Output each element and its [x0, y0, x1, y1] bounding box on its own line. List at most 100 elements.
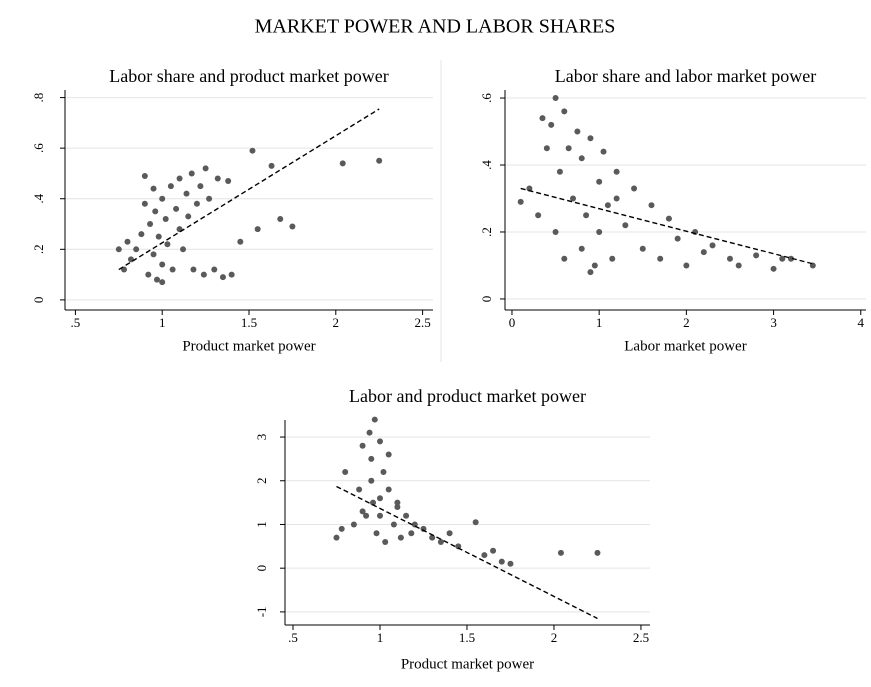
point [376, 495, 383, 502]
point [150, 251, 157, 258]
point [770, 265, 777, 272]
point [397, 534, 404, 541]
y-tick-label: .4 [479, 160, 494, 170]
point [385, 451, 392, 458]
point [657, 255, 664, 262]
point [565, 145, 572, 152]
point [517, 198, 524, 205]
point [507, 560, 514, 567]
point [376, 512, 383, 519]
point [535, 212, 542, 219]
point [138, 231, 145, 238]
point [350, 521, 357, 528]
point [202, 165, 209, 172]
point [631, 185, 638, 192]
point [726, 255, 733, 262]
x-tick-label: 2 [551, 630, 558, 645]
point [600, 148, 607, 155]
x-tick-label: .5 [288, 630, 298, 645]
point [446, 530, 453, 537]
point [609, 255, 616, 262]
point [665, 215, 672, 222]
x-axis-label: Product market power [182, 338, 315, 354]
point [193, 200, 200, 207]
point [185, 213, 192, 220]
x-tick-label: 4 [858, 315, 865, 330]
point [596, 178, 603, 185]
point [382, 538, 389, 545]
point [557, 549, 564, 556]
point [169, 266, 176, 273]
y-tick-label: .6 [31, 143, 46, 153]
point [359, 508, 366, 515]
point [115, 246, 122, 253]
point [552, 228, 559, 235]
subplot-title: Labor share and labor market power [555, 66, 816, 86]
point [596, 228, 603, 235]
point [173, 205, 180, 212]
y-tick-label: .4 [31, 193, 46, 203]
point [228, 271, 235, 278]
point [683, 262, 690, 269]
point [188, 170, 195, 177]
x-tick-label: 2.5 [633, 630, 649, 645]
point [411, 521, 418, 528]
point [197, 183, 204, 190]
point [648, 202, 655, 209]
point [578, 155, 585, 162]
x-tick-label: 2 [683, 315, 690, 330]
point [539, 115, 546, 122]
point [342, 469, 349, 476]
point [366, 429, 373, 436]
point [371, 416, 378, 423]
point [159, 261, 166, 268]
point [376, 438, 383, 445]
point [167, 183, 174, 190]
point [363, 512, 370, 519]
y-tick-label: .2 [31, 244, 46, 254]
x-tick-label: 2.5 [414, 315, 430, 330]
y-tick-label: 3 [254, 434, 269, 441]
point [587, 135, 594, 142]
point [155, 233, 162, 240]
point [639, 245, 646, 252]
point [735, 262, 742, 269]
point [176, 175, 183, 182]
point [152, 208, 159, 215]
point [150, 185, 157, 192]
point [159, 195, 166, 202]
figure-title: MARKET POWER AND LABOR SHARES [255, 16, 616, 38]
y-tick-label: 2 [254, 478, 269, 485]
x-tick-label: 1 [377, 630, 384, 645]
point [376, 157, 383, 164]
x-tick-label: 1.5 [459, 630, 475, 645]
point [141, 200, 148, 207]
subplot-title: Labor and product market power [349, 386, 586, 406]
fit-line [118, 108, 380, 271]
point [380, 469, 387, 476]
point [394, 499, 401, 506]
point [604, 202, 611, 209]
y-tick-label: .8 [31, 93, 46, 103]
y-tick-label: .6 [479, 93, 494, 103]
point [578, 245, 585, 252]
point [556, 168, 563, 175]
y-tick-label: 0 [31, 297, 46, 304]
y-tick-label: -1 [254, 606, 269, 617]
point [561, 108, 568, 115]
point [268, 162, 275, 169]
point [788, 255, 795, 262]
x-axis-label: Product market power [401, 656, 534, 672]
point [183, 190, 190, 197]
point [779, 255, 786, 262]
point [154, 276, 160, 283]
point [498, 558, 505, 565]
point [455, 543, 462, 550]
point [333, 534, 340, 541]
point [437, 538, 444, 545]
point [574, 128, 581, 135]
point [190, 266, 197, 273]
point [613, 168, 620, 175]
point [753, 252, 760, 259]
